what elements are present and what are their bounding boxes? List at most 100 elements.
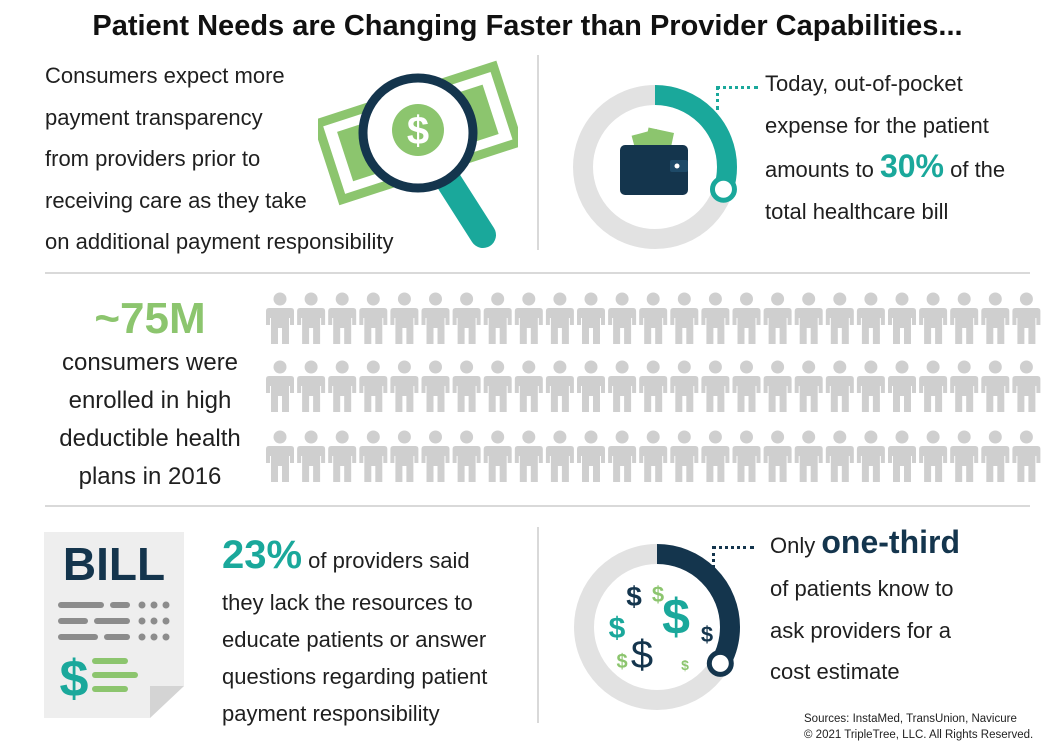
donut-marker: [709, 175, 737, 203]
person-icon: [732, 292, 761, 344]
person-icon: [545, 360, 574, 412]
person-icon: [545, 292, 574, 344]
person-icon: [981, 292, 1010, 344]
person-icon: [950, 360, 979, 412]
person-icon: [981, 360, 1010, 412]
oop-line: Today, out-of-pocket: [765, 71, 963, 96]
hdhp-line: consumers were: [61, 349, 239, 376]
magnifying-glass-dollar-icon: $: [318, 60, 518, 248]
person-icon: [856, 430, 885, 482]
person-icon: [701, 292, 730, 344]
estimate-text: Only one-third of patients know to ask p…: [770, 520, 1050, 693]
leader-line: [716, 86, 719, 110]
person-icon: [794, 430, 823, 482]
people-grid: [266, 292, 1041, 482]
person-icon: [639, 430, 668, 482]
oop-line: amounts to 30% of the: [765, 146, 1055, 191]
person-icon: [483, 430, 512, 482]
person-icon: [328, 360, 357, 412]
person-icon: [390, 430, 419, 482]
transparency-line: payment transparency: [45, 104, 263, 130]
person-icon: [452, 360, 481, 412]
person-icon: [950, 292, 979, 344]
person-icon: [514, 292, 543, 344]
divider-horizontal-2: [45, 505, 1030, 507]
person-icon: [483, 292, 512, 344]
providers-line: educate patients or answer: [222, 627, 487, 652]
bill-label: BILL: [63, 538, 165, 590]
transparency-line: receiving care as they take: [45, 187, 307, 213]
svg-text:$: $: [616, 651, 627, 673]
svg-text:$: $: [652, 582, 664, 607]
person-icon: [297, 292, 326, 344]
divider-vertical-top: [537, 55, 539, 250]
person-icon: [763, 292, 792, 344]
person-icon: [421, 430, 450, 482]
divider-horizontal-1: [45, 272, 1030, 274]
person-icon: [359, 360, 388, 412]
person-icon: [608, 292, 637, 344]
person-icon: [732, 430, 761, 482]
person-icon: [919, 292, 948, 344]
out-of-pocket-text: Today, out-of-pocket expense for the pat…: [765, 63, 1055, 232]
person-icon: [545, 430, 574, 482]
svg-text:$: $: [701, 622, 713, 647]
person-icon: [297, 360, 326, 412]
person-icon: [732, 360, 761, 412]
estimate-arc: [574, 544, 740, 710]
person-icon: [919, 360, 948, 412]
out-of-pocket-donut: [573, 85, 737, 249]
person-icon: [825, 360, 854, 412]
person-icon: [794, 292, 823, 344]
person-icon: [452, 430, 481, 482]
person-icon: [577, 292, 605, 344]
hdhp-line: plans in 2016: [78, 463, 222, 490]
person-icon: [1012, 430, 1041, 482]
svg-text:$: $: [407, 109, 429, 153]
person-icon: [888, 430, 916, 482]
person-icon: [608, 430, 637, 482]
person-icon: [359, 430, 388, 482]
person-icon: [919, 430, 948, 482]
providers-text: 23% of providers said they lack the reso…: [222, 532, 542, 732]
person-icon: [670, 430, 699, 482]
person-icon: [856, 360, 885, 412]
estimate-donut: $ $ $ $ $ $ $ $: [574, 544, 740, 710]
person-icon: [825, 292, 854, 344]
providers-line: they lack the resources to: [222, 590, 473, 615]
estimate-pre: Only: [770, 533, 822, 558]
person-icon: [328, 430, 357, 482]
transparency-line: on additional payment responsibility: [45, 229, 394, 254]
estimate-line: Only one-third: [770, 520, 1050, 568]
oop-line-post: of the: [944, 157, 1006, 182]
person-icon: [888, 360, 916, 412]
person-icon: [670, 360, 699, 412]
oop-line: expense for the patient: [765, 112, 989, 138]
person-icon: [266, 360, 294, 412]
person-icon: [763, 360, 792, 412]
transparency-line: Consumers expect more: [45, 63, 285, 88]
transparency-text: Consumers expect more payment transparen…: [45, 55, 465, 263]
person-icon: [950, 430, 979, 482]
person-icon: [421, 292, 450, 344]
svg-text:$: $: [662, 589, 690, 645]
person-icon: [266, 430, 294, 482]
svg-text:$: $: [631, 633, 653, 677]
person-icon: [514, 360, 543, 412]
providers-line: payment responsibility: [222, 701, 440, 726]
person-icon: [701, 430, 730, 482]
estimate-highlight: one-third: [821, 524, 960, 560]
person-icon: [701, 360, 730, 412]
person-icon: [856, 292, 885, 344]
sources: Sources: InstaMed, TransUnion, Navicure …: [804, 711, 1054, 743]
oop-percent: 30%: [879, 148, 944, 184]
dollar-signs-icon: $ $ $ $ $ $ $ $: [609, 581, 713, 677]
person-icon: [670, 292, 699, 344]
out-of-pocket-arc: [573, 85, 737, 249]
person-icon: [359, 292, 388, 344]
providers-line-post: of providers said: [302, 548, 470, 573]
bill-dollar-sign: $: [60, 650, 89, 708]
sources-line: Sources: InstaMed, TransUnion, Navicure: [804, 713, 1017, 725]
person-icon: [297, 430, 326, 482]
person-icon: [1012, 292, 1041, 344]
